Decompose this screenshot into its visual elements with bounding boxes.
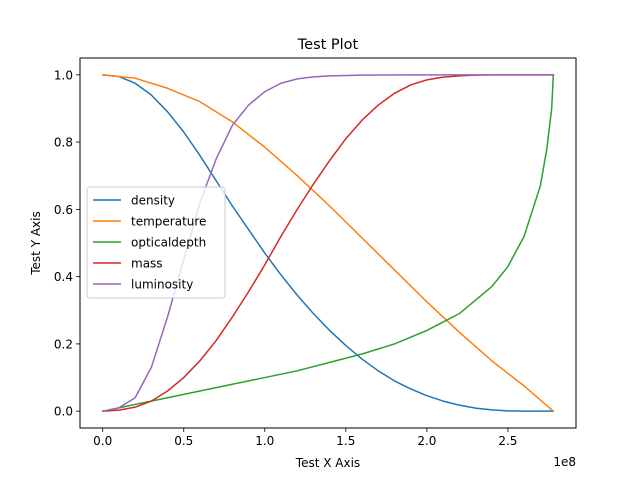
y-axis-ticks: 0.0 0.2 0.4 0.6 0.8 1.0 — [54, 68, 80, 419]
x-tick-label: 0.0 — [93, 434, 112, 448]
series-line-density — [101, 73, 555, 412]
x-tick-label: 1.0 — [255, 434, 274, 448]
y-tick-label: 0.8 — [54, 136, 73, 150]
y-tick-label: 0.4 — [54, 270, 73, 284]
legend-box — [86, 186, 226, 299]
y-tick-label: 1.0 — [54, 68, 73, 82]
plot-frame — [79, 57, 577, 429]
x-tick-label: 0.5 — [174, 434, 193, 448]
chart-title: Test Plot — [297, 37, 359, 53]
series-layer — [101, 73, 555, 413]
y-axis-label: Test Y Axis — [29, 211, 43, 276]
x-axis-label: Test X Axis — [295, 456, 360, 470]
x-axis-ticks: 0.0 0.5 1.0 1.5 2.0 2.5 — [93, 428, 517, 448]
y-tick-label: 0.0 — [54, 405, 73, 419]
x-axis-offset-label: 1e8 — [553, 455, 576, 469]
x-tick-label: 1.5 — [336, 434, 355, 448]
series-line-temperature — [101, 73, 555, 413]
y-tick-label: 0.2 — [54, 337, 73, 351]
legend: density temperature opticaldepth mass lumino… — [86, 186, 226, 299]
series-line-mass — [101, 74, 555, 412]
y-tick-label: 0.6 — [54, 203, 73, 217]
x-tick-label: 2.0 — [417, 434, 436, 448]
legend-label-temperature: temperature — [131, 215, 206, 229]
series-line-opticaldepth — [101, 74, 555, 413]
x-tick-label: 2.5 — [498, 434, 517, 448]
legend-label-density: density — [131, 194, 175, 208]
series-line-luminosity — [101, 74, 555, 413]
legend-label-opticaldepth: opticaldepth — [131, 236, 206, 250]
legend-label-mass: mass — [131, 257, 163, 271]
legend-label-luminosity: luminosity — [131, 278, 193, 292]
